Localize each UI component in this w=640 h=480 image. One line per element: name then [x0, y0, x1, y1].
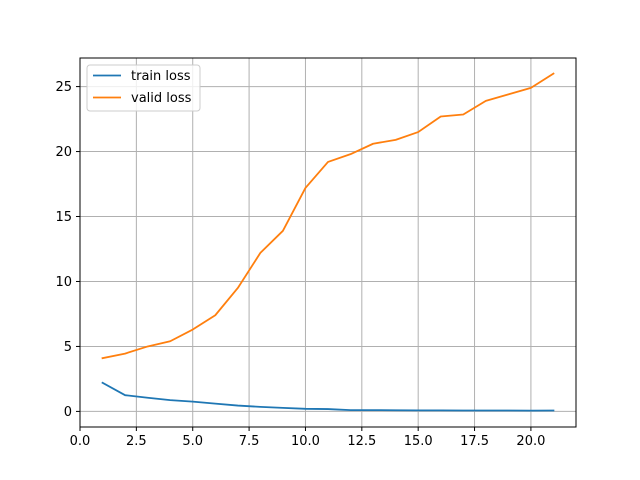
series-lines — [101, 72, 555, 412]
y-tick-label: 25 — [55, 80, 72, 95]
legend-label-train-loss: train loss — [131, 69, 191, 84]
y-tick-label: 10 — [55, 275, 72, 290]
grid-lines — [79, 58, 576, 427]
x-tick-label: 2.5 — [126, 434, 147, 449]
x-tick-label: 0.0 — [70, 434, 91, 449]
legend-box — [86, 64, 201, 112]
series-line-train-loss — [101, 381, 555, 412]
y-tick-label: 5 — [64, 340, 72, 355]
legend-label-valid-loss: valid loss — [131, 91, 192, 106]
y-tick-label: 20 — [55, 145, 72, 160]
y-tick-label: 0 — [64, 405, 72, 420]
x-tick-label: 10.0 — [291, 434, 320, 449]
x-tick-label: 17.5 — [460, 434, 489, 449]
x-tick-label: 20.0 — [516, 434, 545, 449]
x-tick-label: 15.0 — [404, 434, 433, 449]
series-line-valid-loss — [101, 72, 555, 360]
plot-frame — [79, 57, 577, 428]
x-tick-label: 7.5 — [239, 434, 260, 449]
legend: train loss valid loss — [86, 64, 201, 112]
y-tick-label: 15 — [55, 210, 72, 225]
x-tick-label: 5.0 — [182, 434, 203, 449]
x-tick-label: 12.5 — [347, 434, 376, 449]
axis-ticks: 0.0 2.5 5.0 7.5 10.0 12.5 15.0 17.5 20.0 0 5 10 15 20… — [55, 80, 545, 449]
